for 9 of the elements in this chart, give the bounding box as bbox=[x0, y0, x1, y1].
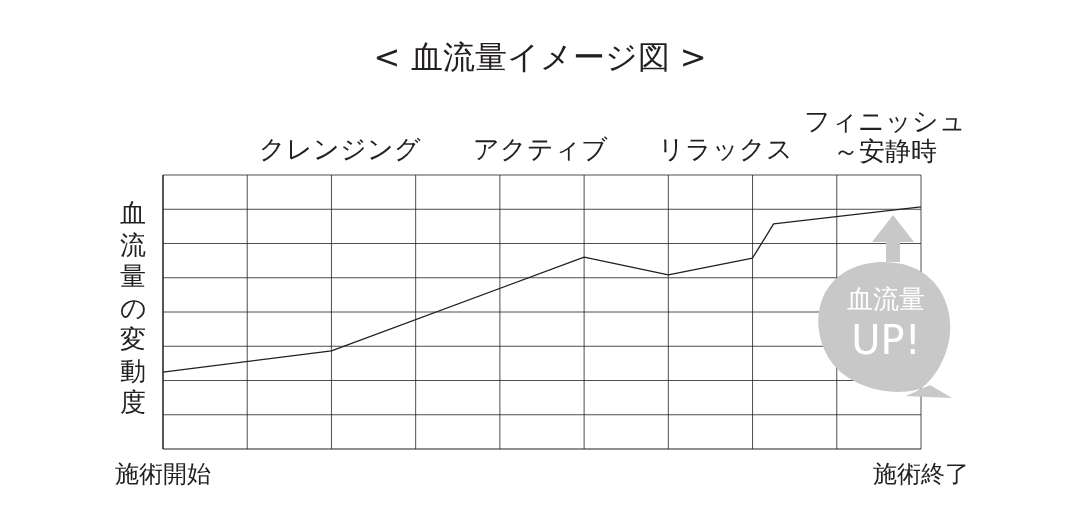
x-tick-label: 施術開始 bbox=[115, 460, 211, 488]
text: リラックス bbox=[657, 134, 793, 164]
text: ～安静時 bbox=[833, 136, 937, 166]
text: アクティブ bbox=[472, 134, 608, 164]
x-tick-label: 施術終了 bbox=[873, 460, 969, 488]
text: クレンジング bbox=[259, 134, 421, 164]
text: フィニッシュ bbox=[804, 106, 966, 136]
y-axis-title: 血流量の変動度 bbox=[119, 198, 147, 417]
chart-title: < 血流量イメージ図 > bbox=[373, 38, 707, 76]
